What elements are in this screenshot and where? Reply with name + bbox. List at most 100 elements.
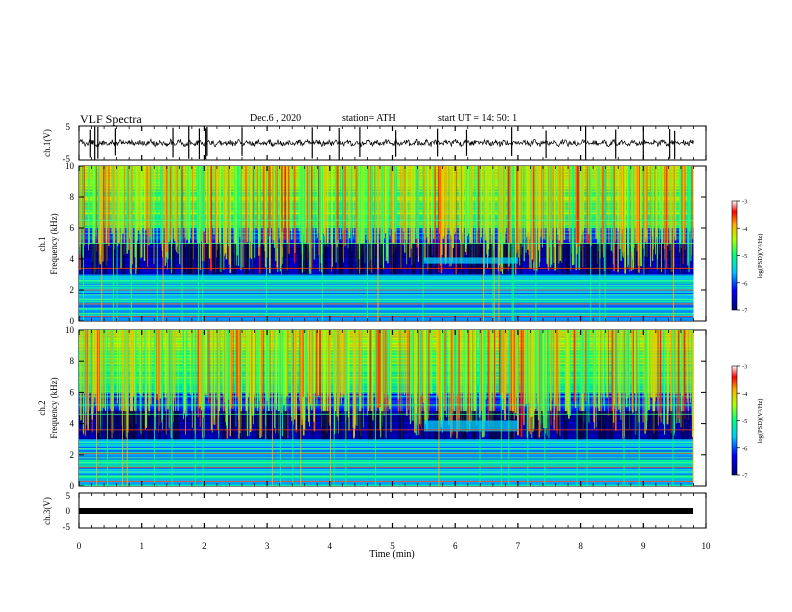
spectrogram-column — [550, 330, 552, 412]
spectrogram-dark-segment — [556, 243, 559, 275]
spectrogram-dark-segment — [413, 243, 416, 275]
spectrogram-column — [191, 330, 193, 411]
spectrogram-column — [215, 166, 217, 273]
spectrogram-column — [127, 330, 129, 433]
spectrogram-column — [595, 330, 596, 408]
spectrogram-column — [611, 330, 613, 415]
spectrogram-band — [79, 319, 694, 321]
freq-ytick-label: 6 — [70, 223, 75, 233]
spectrogram-column — [558, 166, 560, 230]
spectrogram-dark-segment — [299, 411, 302, 440]
spectrogram-column — [503, 166, 506, 270]
spectrogram-column — [194, 330, 195, 432]
spectrogram-column — [256, 330, 259, 409]
spectrogram-column — [461, 166, 463, 270]
spectrogram-column — [343, 166, 345, 230]
spectrogram-dark-segment — [247, 243, 249, 275]
spectrogram-column — [649, 330, 651, 407]
spectrogram-column — [587, 166, 590, 235]
spectrogram-column — [183, 330, 184, 419]
spectrogram-column — [445, 330, 448, 417]
spectrogram-column — [369, 166, 370, 263]
spectrogram-dark-segment — [342, 243, 344, 275]
spectrogram-column — [402, 166, 404, 245]
spectrogram-band — [79, 285, 694, 287]
spectrogram-column — [394, 166, 396, 233]
spectrogram-column — [249, 330, 251, 424]
spectrogram-column — [245, 166, 247, 266]
spectrogram-column — [294, 166, 296, 253]
spectrogram-column — [235, 166, 237, 261]
spectrogram-column — [576, 166, 579, 244]
spectrogram-column — [176, 166, 177, 253]
spectrogram-dark-segment — [88, 411, 91, 440]
spectrogram-column — [442, 166, 444, 239]
spectrogram-column — [200, 166, 202, 242]
spectrogram-column — [508, 166, 511, 253]
x-tick-label: 9 — [641, 541, 646, 551]
spectrogram-column — [551, 166, 553, 241]
spectrogram-column — [227, 166, 229, 243]
spectrogram-column — [541, 166, 542, 237]
spectrogram-column — [237, 330, 239, 402]
x-tick-label: 3 — [265, 541, 270, 551]
spectrogram-column — [131, 330, 133, 433]
spectrogram-column — [664, 166, 666, 249]
spectrogram-column — [455, 330, 458, 396]
spectrogram-dark-segment — [356, 243, 359, 275]
spectrogram-column — [439, 330, 441, 417]
spectrogram-column — [491, 330, 492, 426]
spectrogram-column — [353, 330, 355, 439]
spectrogram-column — [470, 330, 473, 423]
spectrogram-column — [551, 330, 553, 401]
spectrogram-column — [222, 166, 224, 269]
spectrogram-column — [132, 330, 134, 397]
spectrogram-column — [570, 166, 572, 271]
spectrogram-column — [577, 166, 580, 247]
spectrogram-column — [674, 166, 677, 241]
freq-ytick-label: 10 — [65, 325, 75, 335]
spectrogram-column — [262, 166, 265, 246]
spectrogram-column — [184, 330, 186, 414]
spectrogram-column — [554, 330, 556, 407]
spectrogram-column — [379, 330, 381, 407]
spectrogram-column — [137, 166, 140, 231]
ch3-waveform-panel: 5 0 -5 ch.3(V) 0 1 2 3 4 5 6 7 8 9 10 Time (min) — [42, 491, 711, 560]
spectrogram-column — [598, 330, 601, 421]
x-tick-label: 6 — [453, 541, 458, 551]
freq-ytick-label: 6 — [70, 387, 75, 397]
spectrogram-column — [444, 166, 446, 265]
spectrogram-column — [235, 330, 237, 427]
spectrogram-column — [352, 330, 354, 428]
spectrogram-column — [317, 330, 318, 396]
spectrogram-column — [541, 330, 543, 424]
spectrogram-dark-segment — [101, 411, 103, 440]
spectrogram-column — [488, 166, 490, 250]
spectrogram-column — [140, 330, 141, 394]
spectrogram-column — [636, 330, 638, 428]
spectrogram-column — [487, 330, 489, 427]
spectrogram-column — [311, 166, 313, 268]
x-tick-label: 5 — [390, 541, 395, 551]
spectrogram-band — [79, 476, 694, 479]
spectrogram-column — [152, 166, 154, 244]
spectrogram-band — [79, 280, 694, 283]
spectrogram-band — [79, 468, 694, 471]
spectrogram-column — [237, 166, 240, 266]
spectrogram-band — [79, 288, 694, 290]
spectrogram-column — [250, 166, 253, 259]
spectrogram-column — [288, 166, 290, 254]
station-label: station= ATH — [342, 113, 396, 124]
spectrogram-band — [79, 302, 694, 304]
spectrogram-dark-segment — [235, 243, 237, 275]
spectrogram-band — [79, 294, 694, 297]
spectrogram-column — [446, 166, 447, 264]
spectrogram-column — [453, 330, 456, 433]
spectrogram-band — [79, 310, 694, 312]
spectrogram-band — [79, 470, 694, 472]
spectrogram-column — [426, 330, 428, 431]
spectrogram-column — [207, 166, 209, 274]
spectrogram-column — [264, 166, 267, 268]
spectrogram-column — [568, 166, 571, 243]
spectrogram-column — [651, 330, 653, 398]
